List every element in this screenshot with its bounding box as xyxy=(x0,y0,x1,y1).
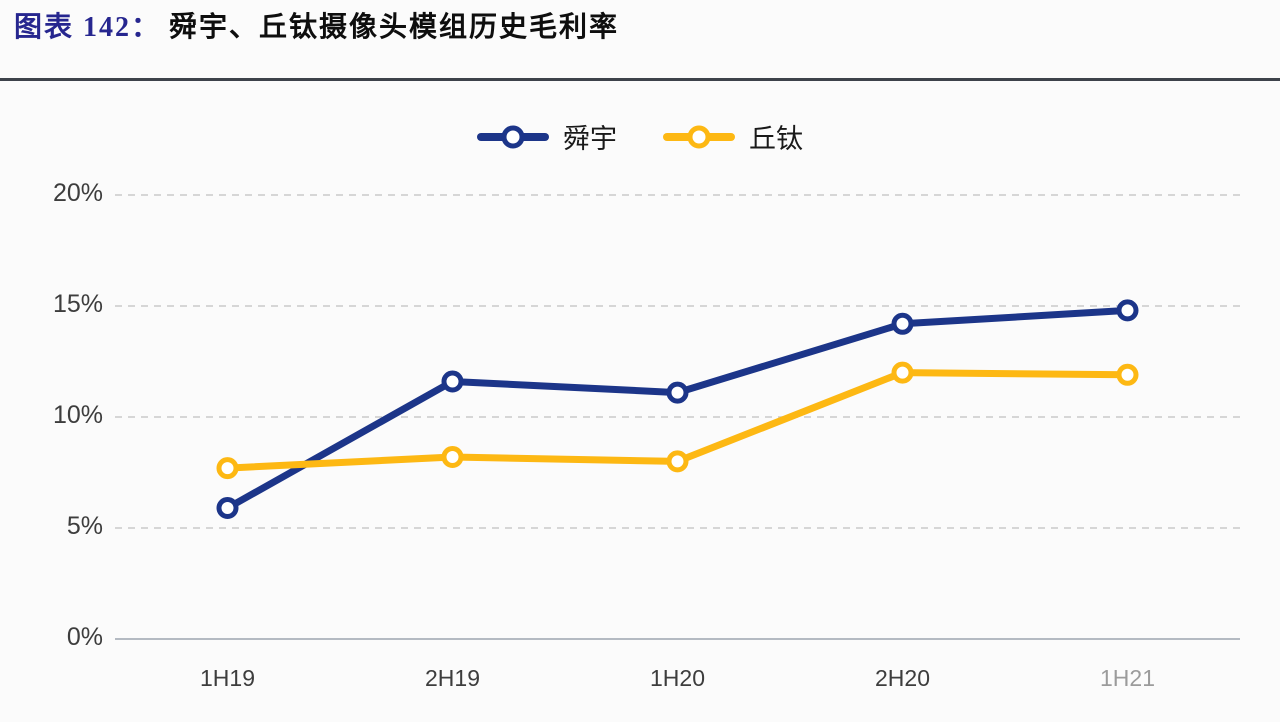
legend-item-qtech: 丘钛 xyxy=(663,117,803,156)
x-tick-label-2H20: 2H20 xyxy=(875,665,930,691)
y-tick-label-5pct: 5% xyxy=(67,512,103,540)
legend-label-qtech: 丘钛 xyxy=(749,124,803,154)
legend-item-shunyu: 舜宇 xyxy=(477,117,617,156)
data-point-shunyu-1H19 xyxy=(216,497,239,519)
legend-label-shunyu: 舜宇 xyxy=(563,124,617,154)
legend-line-marker-shunyu xyxy=(477,125,549,148)
x-tick-label-1H20: 1H20 xyxy=(650,665,705,691)
data-point-shunyu-1H21 xyxy=(1116,299,1139,322)
data-point-qtech-1H21 xyxy=(1116,363,1139,386)
data-point-shunyu-1H20 xyxy=(666,381,689,404)
y-tick-label-15pct: 15% xyxy=(53,290,103,318)
y-tick-label-0pct: 0% xyxy=(67,623,103,651)
figure-title: 图表 142： 舜宇、丘钛摄像头模组历史毛利率 xyxy=(14,5,619,45)
legend-circle-icon xyxy=(501,125,525,148)
y-tick-label-10pct: 10% xyxy=(53,401,103,429)
x-tick-label-1H21: 1H21 xyxy=(1100,665,1155,691)
figure-title-text: 舜宇、丘钛摄像头模组历史毛利率 xyxy=(169,12,620,43)
data-point-qtech-1H19 xyxy=(216,457,239,480)
legend-line-marker-qtech xyxy=(663,125,735,148)
data-point-qtech-2H20 xyxy=(891,361,914,384)
series-line-shunyu xyxy=(224,306,1131,512)
data-point-shunyu-2H19 xyxy=(441,370,464,393)
x-tick-label-1H19: 1H19 xyxy=(200,665,255,691)
data-point-qtech-2H19 xyxy=(441,446,464,468)
data-point-qtech-1H20 xyxy=(666,450,689,473)
chart-legend: 舜宇 丘钛 xyxy=(0,117,1280,156)
figure-number: 图表 142： xyxy=(14,12,162,43)
data-point-shunyu-2H20 xyxy=(891,312,914,335)
x-tick-label-2H19: 2H19 xyxy=(425,665,480,691)
title-divider xyxy=(0,78,1280,81)
legend-circle-icon xyxy=(687,125,711,148)
y-tick-label-20pct: 20% xyxy=(53,179,103,207)
